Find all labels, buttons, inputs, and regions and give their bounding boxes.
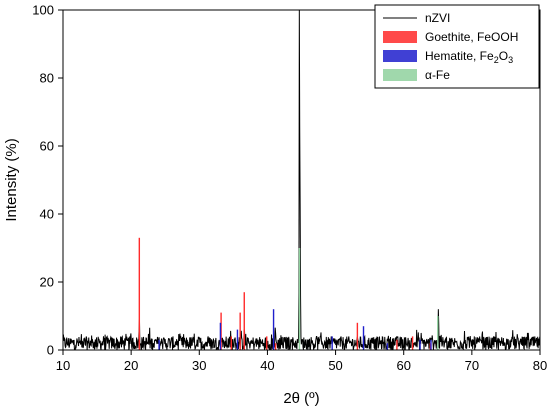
x-tick-label: 30: [192, 358, 206, 373]
x-tick-label: 40: [260, 358, 274, 373]
y-tick-label: 20: [40, 275, 54, 290]
legend-label: Goethite, FeOOH: [425, 30, 518, 44]
legend-label: α-Fe: [425, 68, 450, 82]
legend: nZVI Goethite, FeOOH Hematite, Fe2O3 α-Fe: [374, 4, 540, 89]
y-tick-label: 100: [32, 3, 54, 18]
x-tick-label: 10: [56, 358, 70, 373]
legend-label: Hematite, Fe2O3: [425, 49, 513, 65]
x-axis-title: 2θ (º): [283, 390, 319, 407]
plot-frame: [62, 9, 541, 351]
legend-label: nZVI: [425, 11, 450, 25]
y-tick-label: 0: [47, 343, 54, 358]
y-axis-title: Intensity (%): [3, 138, 20, 221]
x-tick-label: 60: [396, 358, 410, 373]
y-tick-label: 60: [40, 139, 54, 154]
series-line-nzvi: [63, 10, 540, 350]
x-tick-label: 80: [533, 358, 547, 373]
y-tick-label: 40: [40, 207, 54, 222]
x-tick-label: 70: [465, 358, 479, 373]
y-axis-ticks: 0 20 40 60 80 100: [32, 3, 63, 358]
y-tick-label: 80: [40, 71, 54, 86]
legend-swatch: [383, 69, 417, 81]
legend-swatch: [383, 31, 417, 43]
x-tick-label: 20: [124, 358, 138, 373]
legend-swatch: [383, 50, 417, 62]
x-tick-label: 50: [328, 358, 342, 373]
plot-marks: [63, 10, 540, 350]
x-axis-ticks: 10 20 30 40 50 60 70 80: [56, 350, 547, 373]
